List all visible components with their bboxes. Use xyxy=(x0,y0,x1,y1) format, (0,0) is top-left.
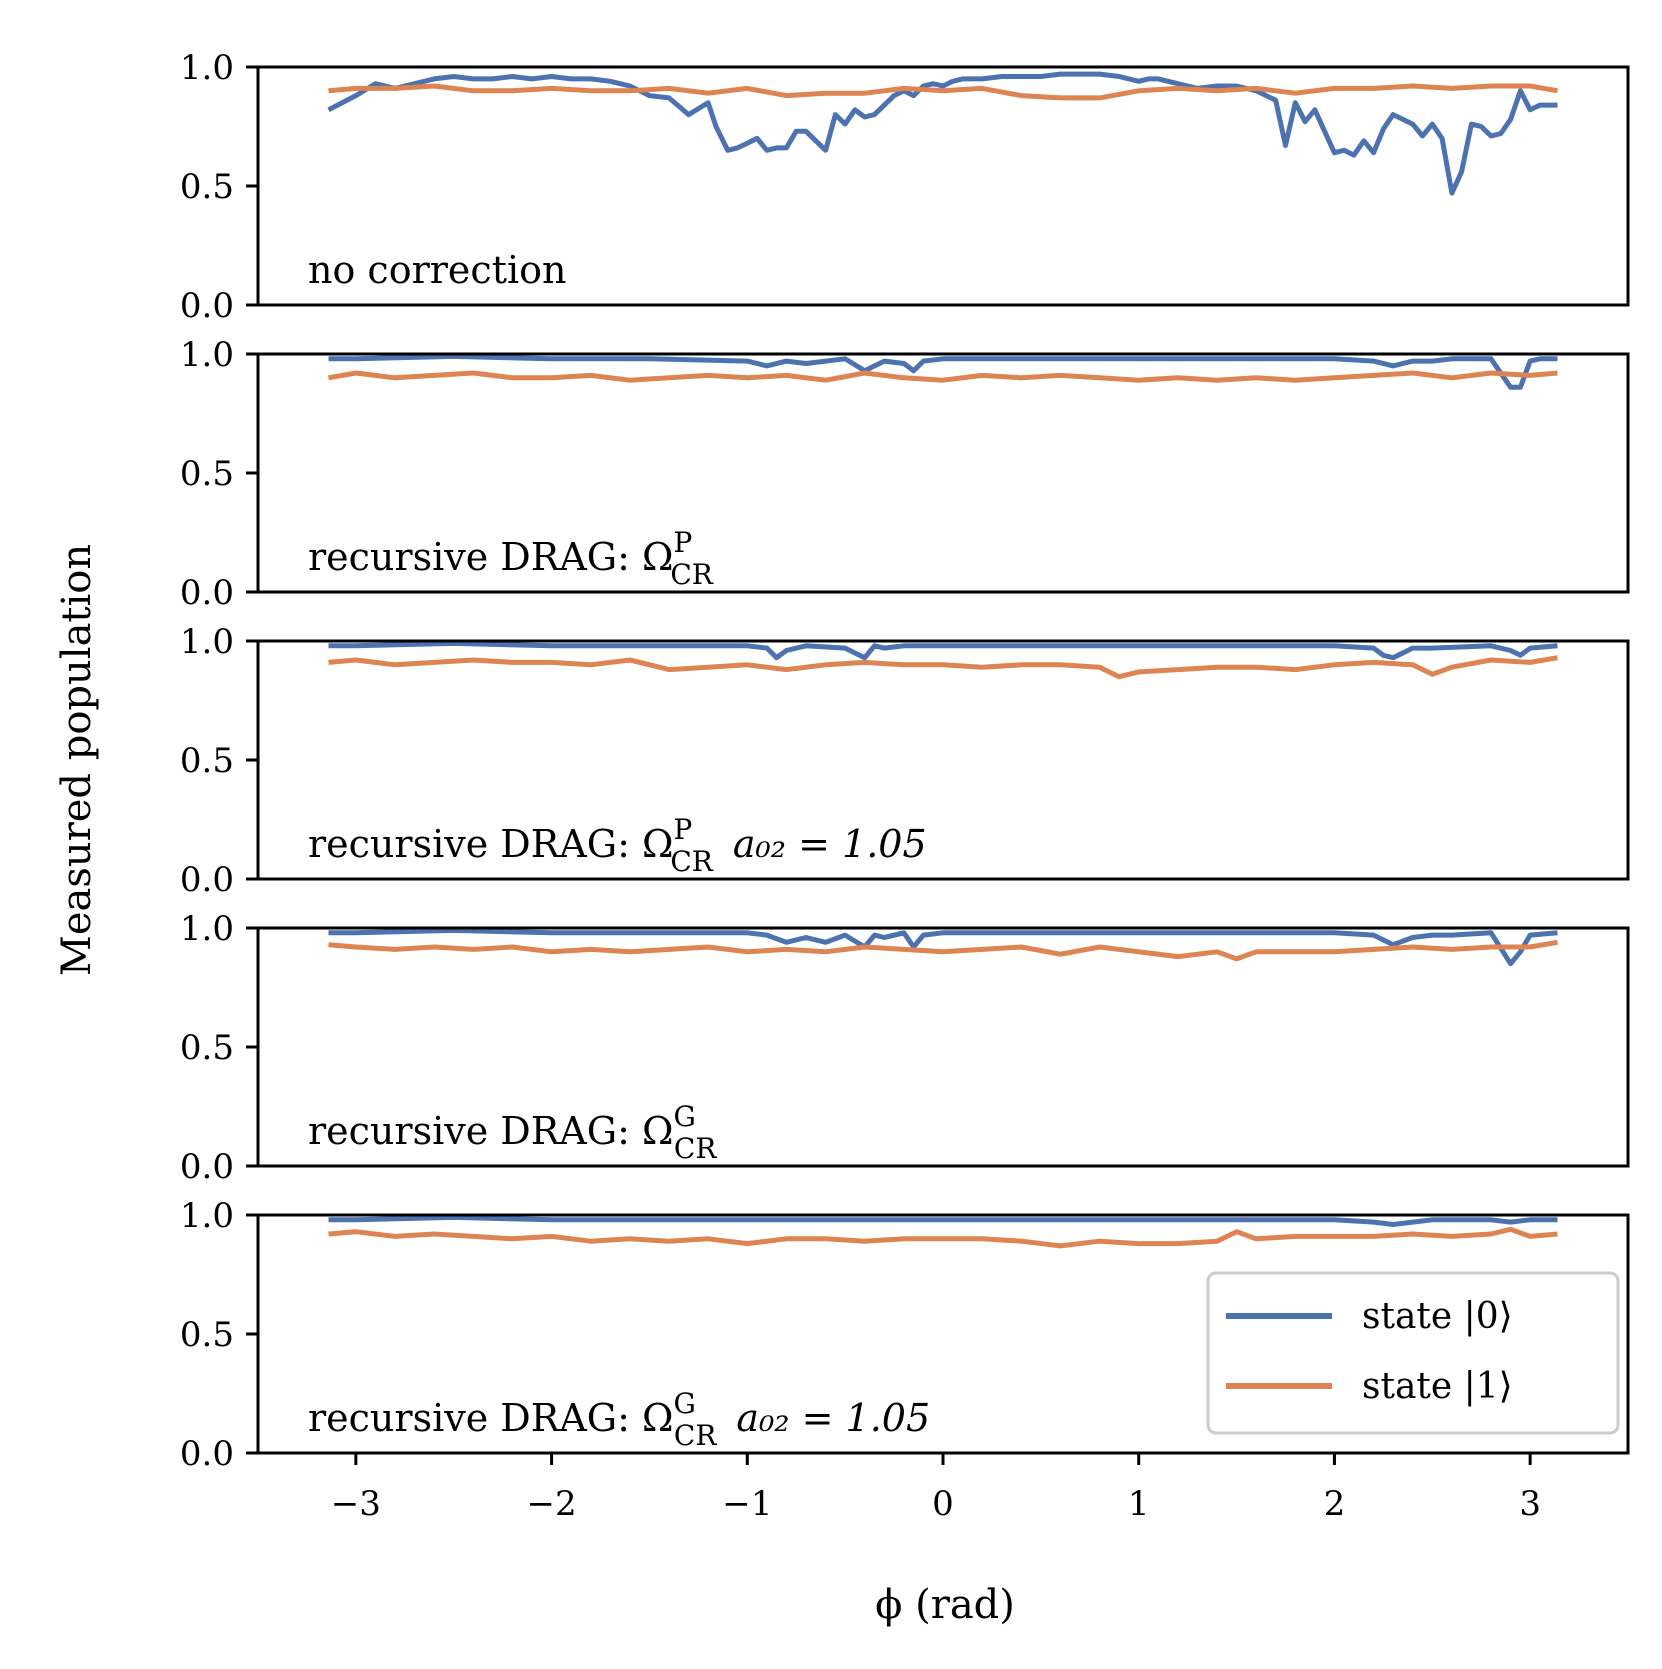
series-line-state-1 xyxy=(328,1226,1558,1249)
legend: state |0⟩ state |1⟩ xyxy=(1206,1271,1620,1435)
panel-label-text: recursive DRAG: Ω xyxy=(308,822,674,866)
x-tick-label: 0 xyxy=(932,1484,954,1524)
panel-label-text: recursive DRAG: Ω xyxy=(308,1109,674,1153)
y-tick-label: 0.0 xyxy=(180,1434,234,1474)
panel-label-superscript: G xyxy=(674,1100,696,1133)
y-tick-label: 0.0 xyxy=(180,286,234,326)
x-tick-label: −2 xyxy=(527,1484,577,1524)
legend-label: state |0⟩ xyxy=(1362,1296,1513,1337)
panel-label: recursive DRAG: ΩG CR xyxy=(308,1100,717,1165)
y-axis-label: Measured population xyxy=(54,544,100,976)
y-tick-label: 0.5 xyxy=(180,1315,234,1355)
series-line-state-0 xyxy=(328,1215,1558,1227)
panel-5: 0.0 0.5 1.0 recursive DRAG: ΩG CR a₀₂ = 1.05 xyxy=(180,1196,1630,1474)
panel-label-superscript: G xyxy=(674,1387,696,1420)
panel-2: 0.0 0.5 1.0 recursive DRAG: ΩP CR xyxy=(180,335,1630,613)
panel-label-superscript: P xyxy=(674,813,693,846)
x-axis-label: ϕ (rad) xyxy=(875,1582,1015,1628)
y-tick-label: 1.0 xyxy=(180,622,234,662)
panel-label: recursive DRAG: ΩP CR xyxy=(308,526,714,591)
panel-label: recursive DRAG: ΩG CR a₀₂ = 1.05 xyxy=(308,1387,930,1452)
series-line-state-0 xyxy=(327,71,1558,196)
panel-label-parameter: a₀₂ = 1.05 xyxy=(736,1396,930,1440)
y-tick-label: 1.0 xyxy=(180,335,234,375)
series-line-state-1 xyxy=(328,939,1558,962)
y-tick-label: 0.0 xyxy=(180,573,234,613)
x-tick-label: 3 xyxy=(1519,1484,1541,1524)
x-tick-label: −1 xyxy=(722,1484,772,1524)
series-line-state-1 xyxy=(328,83,1558,101)
y-tick-label: 0.5 xyxy=(180,167,234,207)
panel-label: recursive DRAG: ΩP CR a₀₂ = 1.05 xyxy=(308,813,927,878)
x-tick-label: 2 xyxy=(1324,1484,1346,1524)
series-line-state-0 xyxy=(328,641,1558,661)
series-line-state-1 xyxy=(328,370,1558,383)
panel-3: 0.0 0.5 1.0 recursive DRAG: ΩP CR a₀₂ = 1.05 xyxy=(180,622,1630,900)
panel-label-subscript: CR xyxy=(674,1132,717,1165)
panel-label-text: recursive DRAG: Ω xyxy=(308,535,674,579)
y-tick-label: 0.5 xyxy=(180,1028,234,1068)
panel-label-superscript: P xyxy=(674,526,693,559)
series-line-state-0 xyxy=(328,928,1558,967)
y-tick-label: 1.0 xyxy=(180,909,234,949)
y-tick-label: 0.5 xyxy=(180,454,234,494)
series-line-state-0 xyxy=(328,354,1558,390)
x-tick-label: 1 xyxy=(1128,1484,1150,1524)
panel-label-text: no correction xyxy=(308,248,566,292)
y-tick-label: 0.0 xyxy=(180,860,234,900)
panel-label-subscript: CR xyxy=(670,558,713,591)
panel-label-text: recursive DRAG: Ω xyxy=(308,1396,674,1440)
y-tick-label: 1.0 xyxy=(180,1196,234,1236)
panel-1: 0.0 0.5 1.0 no correction xyxy=(180,48,1630,326)
x-axis: −3 −2 −1 0 1 2 3 xyxy=(331,1484,1541,1524)
series-line-state-1 xyxy=(328,655,1558,680)
x-tick-label: −3 xyxy=(331,1484,381,1524)
panel-4: 0.0 0.5 1.0 recursive DRAG: ΩG CR xyxy=(180,909,1630,1187)
legend-label: state |1⟩ xyxy=(1362,1366,1513,1407)
panel-label-subscript: CR xyxy=(670,845,713,878)
y-tick-label: 0.0 xyxy=(180,1147,234,1187)
panel-label-parameter: a₀₂ = 1.05 xyxy=(733,822,927,866)
y-tick-label: 0.5 xyxy=(180,741,234,781)
y-tick-label: 1.0 xyxy=(180,48,234,88)
panel-label-subscript: CR xyxy=(674,1419,717,1452)
panels-group: 0.0 0.5 1.0 no correction 0.0 0.5 1.0 recursive… xyxy=(180,48,1630,1474)
panel-label: no correction xyxy=(308,248,566,292)
